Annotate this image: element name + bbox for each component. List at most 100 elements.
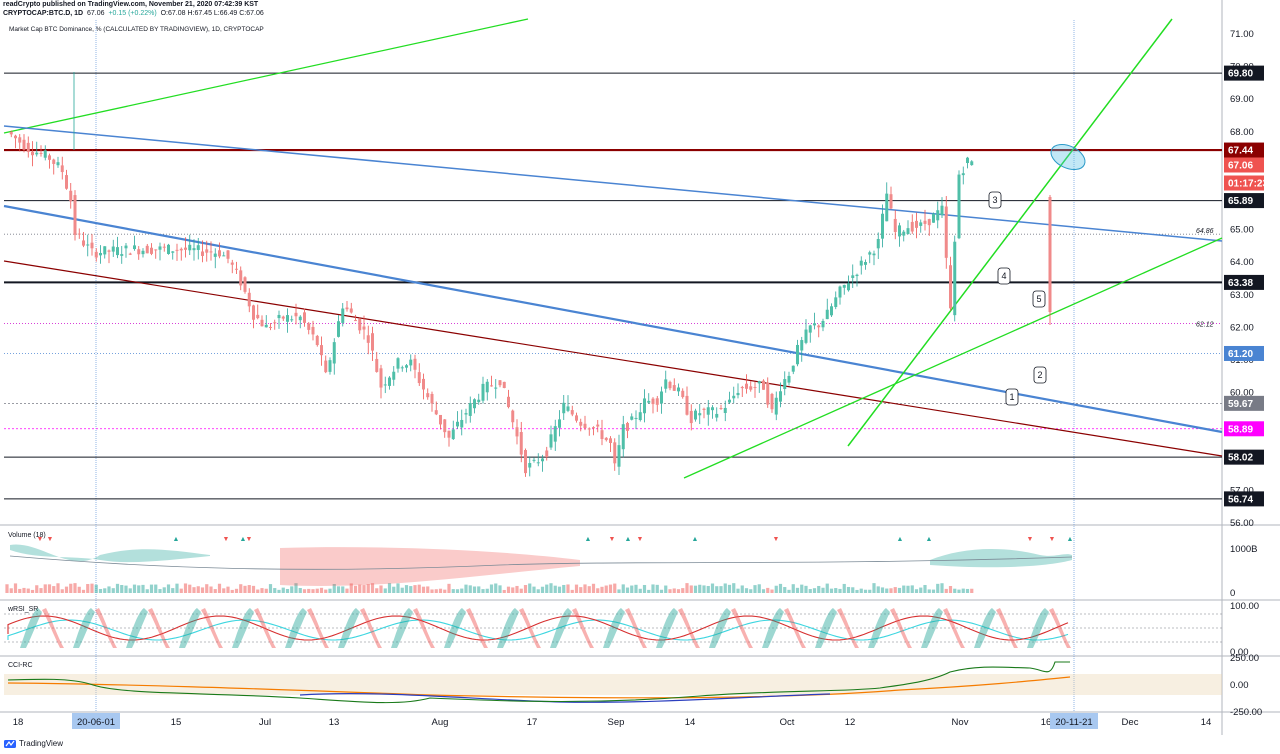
volume-bar <box>668 589 672 593</box>
candle-body <box>99 252 102 256</box>
volume-bar <box>341 586 345 593</box>
candle-body <box>774 397 778 415</box>
candle-body <box>898 225 901 237</box>
candle-body <box>927 219 931 226</box>
candle-body <box>847 283 850 291</box>
rsi-band <box>890 608 912 648</box>
candle-body <box>715 413 719 418</box>
candle-body <box>549 434 553 448</box>
rsi-band <box>762 608 784 648</box>
candle-body <box>842 284 846 288</box>
candle-body <box>35 152 39 155</box>
rsi-band <box>974 608 996 648</box>
price-tag <box>1224 274 1264 290</box>
candle-body <box>681 390 685 398</box>
volume-bar <box>766 587 770 593</box>
candle-body <box>689 410 693 424</box>
volume-bar <box>277 589 281 593</box>
signal-arrow-icon: ▼ <box>223 536 230 543</box>
time-axis-label: 15 <box>171 717 182 728</box>
volume-bar <box>217 583 222 593</box>
candle-body <box>277 314 281 319</box>
price-tag-label: 01:17:23 <box>1228 179 1268 190</box>
wave-label: 3 <box>992 195 997 205</box>
volume-bar <box>723 583 727 593</box>
volume-bar <box>842 583 846 593</box>
candle-body <box>698 413 702 416</box>
volume-bar <box>604 585 608 593</box>
volume-bar <box>829 588 834 593</box>
volume-bar <box>30 589 35 593</box>
volume-cloud <box>280 547 580 586</box>
candle-body <box>787 375 791 383</box>
candle-body <box>953 241 957 316</box>
volume-bar <box>685 583 689 593</box>
candle-body <box>56 162 60 166</box>
candle-body <box>184 247 187 250</box>
candle-body <box>362 326 366 330</box>
volume-bar <box>800 584 804 593</box>
candle-body <box>477 399 481 403</box>
tradingview-footer[interactable]: TradingView <box>4 739 63 748</box>
volume-bar <box>256 589 260 593</box>
rsi-band <box>815 608 837 648</box>
volume-bar <box>868 589 872 593</box>
time-axis-label: 14 <box>1201 717 1212 728</box>
candle-body <box>617 445 621 467</box>
candle-body <box>966 157 969 164</box>
volume-bar <box>961 588 965 593</box>
rsi-axis-tick: 0.00 <box>1230 647 1249 658</box>
volume-bar <box>634 584 638 593</box>
candle-body <box>528 462 532 468</box>
price-tag-label: 58.89 <box>1228 424 1253 435</box>
candle-body <box>515 427 519 437</box>
volume-bar <box>69 583 73 593</box>
volume-bar <box>740 585 744 593</box>
signal-arrow-icon: ▼ <box>37 536 44 543</box>
candle-body <box>141 250 145 255</box>
candle-body <box>9 131 13 135</box>
candle-body <box>303 312 306 323</box>
volume-bar <box>579 587 583 593</box>
rsi-band <box>550 608 572 648</box>
volume-bar <box>192 587 196 593</box>
candle-body <box>485 381 489 393</box>
candle-body <box>281 316 285 319</box>
candle-body <box>358 318 362 331</box>
volume-bar <box>56 583 60 593</box>
volume-bar <box>22 587 26 593</box>
candle-body <box>677 387 680 392</box>
volume-bar <box>953 588 957 593</box>
rsi-band <box>603 608 625 648</box>
volume-bar <box>77 586 81 593</box>
volume-bar <box>753 585 757 593</box>
volume-bar <box>319 587 324 593</box>
wave-label: 5 <box>1036 294 1041 304</box>
volume-bar <box>902 585 906 593</box>
volume-bar <box>451 589 455 593</box>
price-tag-label: 69.80 <box>1228 69 1253 80</box>
rsi-band <box>73 608 95 648</box>
candle-body <box>243 277 247 292</box>
candle-body <box>783 379 787 390</box>
candle-body <box>107 250 111 252</box>
volume-bar <box>621 584 625 593</box>
rsi-band <box>307 608 329 648</box>
rsi-band <box>126 608 148 648</box>
candle-body <box>209 251 213 253</box>
candle-body <box>409 359 413 366</box>
candle-body <box>179 248 183 251</box>
candle-body <box>723 407 727 414</box>
candle-body <box>719 408 723 410</box>
volume-bar <box>120 585 124 593</box>
volume-bar <box>417 584 421 593</box>
volume-bar <box>196 586 200 593</box>
candle-body <box>630 416 634 420</box>
volume-bar <box>124 585 128 593</box>
volume-bar <box>706 585 710 593</box>
volume-bar <box>73 583 77 593</box>
volume-bar <box>468 585 472 593</box>
volume-bar <box>923 584 927 593</box>
candle-body <box>745 383 748 389</box>
